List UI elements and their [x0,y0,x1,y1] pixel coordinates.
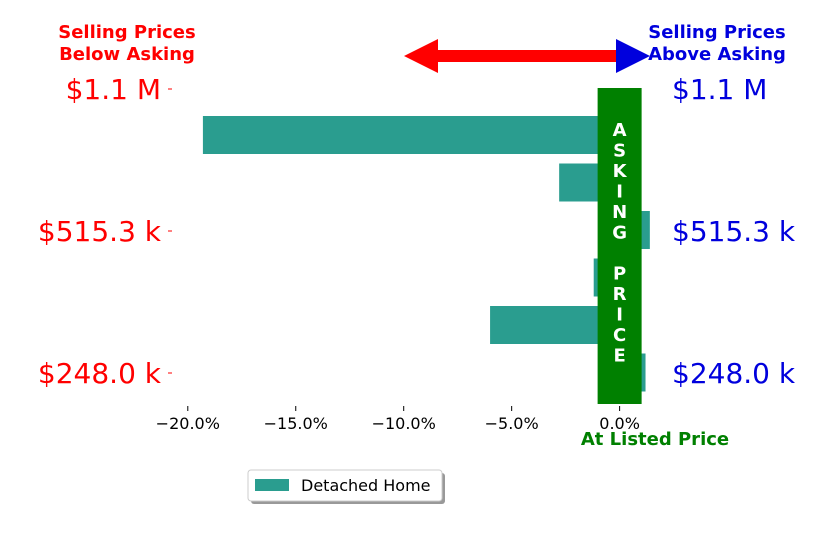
asking-price-band [597,88,642,404]
asking-letter-1: S [613,141,626,162]
x-axis: −20.0% −15.0% −10.0% −5.0% 0.0% [156,406,640,433]
asking-letter-3: I [616,182,623,203]
x-tick-label-0: −20.0% [156,414,220,433]
bar-0 [202,116,620,154]
header-left-line1: Selling Prices [58,22,195,43]
y-tick-label-right-2: $248.0 k [672,357,796,390]
x-tick-label-1: −15.0% [264,414,328,433]
y-tick-label-left-0: $1.1 M [66,73,161,106]
asking-letter-0: A [613,120,627,141]
x-tick-label-2: −10.0% [372,414,436,433]
at-listed-price-label: At Listed Price [581,429,729,450]
legend: Detached Home [247,469,445,504]
y-tick-label-left-1: $515.3 k [38,215,162,248]
asking-letter-11: E [613,346,625,367]
header-left-line2: Below Asking [59,44,195,65]
arrow-shaft [432,50,630,62]
legend-box [247,469,443,502]
bars-group [202,116,650,392]
asking-letter-8: R [613,284,627,305]
legend-swatch [255,479,289,491]
x-tick-label-4: 0.0% [599,414,640,433]
y-tick-label-right-1: $515.3 k [672,215,796,248]
y-tick-labels-right: $1.1 M $515.3 k $248.0 k [672,73,796,390]
header-right-line1: Selling Prices [648,22,785,43]
y-tick-label-left-2: $248.0 k [38,357,162,390]
asking-letter-4: N [612,202,627,223]
x-tick-label-3: −5.0% [485,414,539,433]
direction-arrow [404,39,650,73]
asking-letter-9: I [616,305,623,326]
arrow-left-head [404,39,438,73]
legend-label: Detached Home [301,476,431,495]
header-right-line2: Above Asking [648,44,786,65]
arrow-right-head [616,39,650,73]
asking-letter-5: G [612,223,627,244]
y-tick-label-right-0: $1.1 M [672,73,767,106]
asking-letter-7: P [613,264,626,285]
y-tick-labels-left: $1.1 M $515.3 k $248.0 k [38,73,172,390]
asking-letter-10: C [613,325,626,346]
asking-letter-2: K [613,161,628,182]
